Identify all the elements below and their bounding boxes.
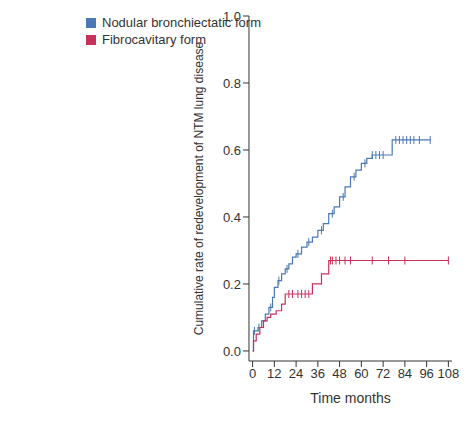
svg-text:72: 72 (376, 366, 390, 381)
svg-text:Cumulative rate of redevelopme: Cumulative rate of redevelopment of NTM … (192, 41, 206, 335)
svg-text:1.0: 1.0 (223, 9, 241, 24)
svg-text:0.6: 0.6 (223, 143, 241, 158)
svg-text:Time months: Time months (310, 390, 390, 406)
svg-text:96: 96 (419, 366, 433, 381)
svg-text:0.4: 0.4 (223, 210, 241, 225)
svg-text:36: 36 (311, 366, 325, 381)
svg-text:108: 108 (438, 366, 460, 381)
svg-text:84: 84 (398, 366, 412, 381)
svg-text:60: 60 (354, 366, 368, 381)
svg-text:0.8: 0.8 (223, 76, 241, 91)
svg-text:0.2: 0.2 (223, 277, 241, 292)
svg-text:0.0: 0.0 (223, 344, 241, 359)
svg-text:0: 0 (249, 366, 256, 381)
svg-text:48: 48 (332, 366, 346, 381)
svg-text:24: 24 (289, 366, 303, 381)
svg-text:12: 12 (267, 366, 281, 381)
